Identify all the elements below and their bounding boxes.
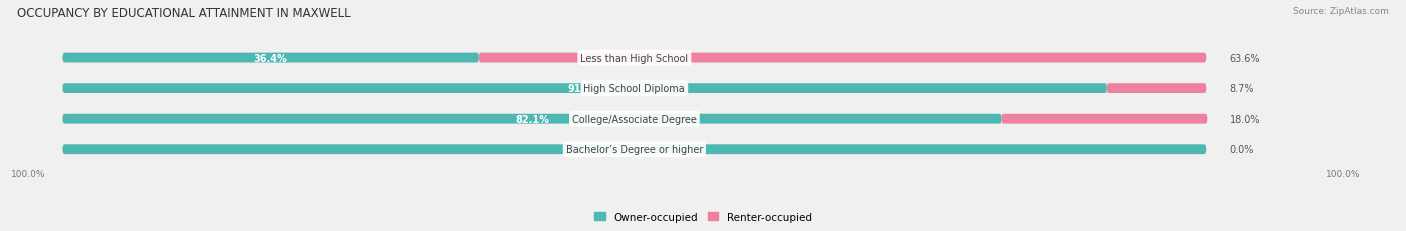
FancyBboxPatch shape: [62, 114, 1206, 124]
Text: 82.1%: 82.1%: [515, 114, 548, 124]
FancyBboxPatch shape: [62, 53, 1206, 63]
FancyBboxPatch shape: [479, 53, 1206, 63]
Text: Source: ZipAtlas.com: Source: ZipAtlas.com: [1294, 7, 1389, 16]
FancyBboxPatch shape: [62, 53, 479, 63]
Text: 63.6%: 63.6%: [1229, 53, 1260, 63]
Text: High School Diploma: High School Diploma: [583, 84, 685, 94]
Text: 18.0%: 18.0%: [1230, 114, 1261, 124]
FancyBboxPatch shape: [62, 114, 1001, 124]
Text: Bachelor’s Degree or higher: Bachelor’s Degree or higher: [565, 145, 703, 155]
FancyBboxPatch shape: [1107, 84, 1206, 94]
Text: OCCUPANCY BY EDUCATIONAL ATTAINMENT IN MAXWELL: OCCUPANCY BY EDUCATIONAL ATTAINMENT IN M…: [17, 7, 350, 20]
FancyBboxPatch shape: [62, 145, 1206, 155]
FancyBboxPatch shape: [62, 145, 1206, 155]
Text: Less than High School: Less than High School: [581, 53, 689, 63]
Text: 91.3%: 91.3%: [568, 84, 602, 94]
FancyBboxPatch shape: [62, 84, 1107, 94]
Text: College/Associate Degree: College/Associate Degree: [572, 114, 697, 124]
Text: 0.0%: 0.0%: [1229, 145, 1254, 155]
FancyBboxPatch shape: [62, 84, 1206, 94]
Text: 8.7%: 8.7%: [1229, 84, 1254, 94]
FancyBboxPatch shape: [1001, 114, 1208, 124]
Text: 36.4%: 36.4%: [253, 53, 287, 63]
Text: 100.0%: 100.0%: [614, 145, 655, 155]
Legend: Owner-occupied, Renter-occupied: Owner-occupied, Renter-occupied: [591, 208, 815, 226]
